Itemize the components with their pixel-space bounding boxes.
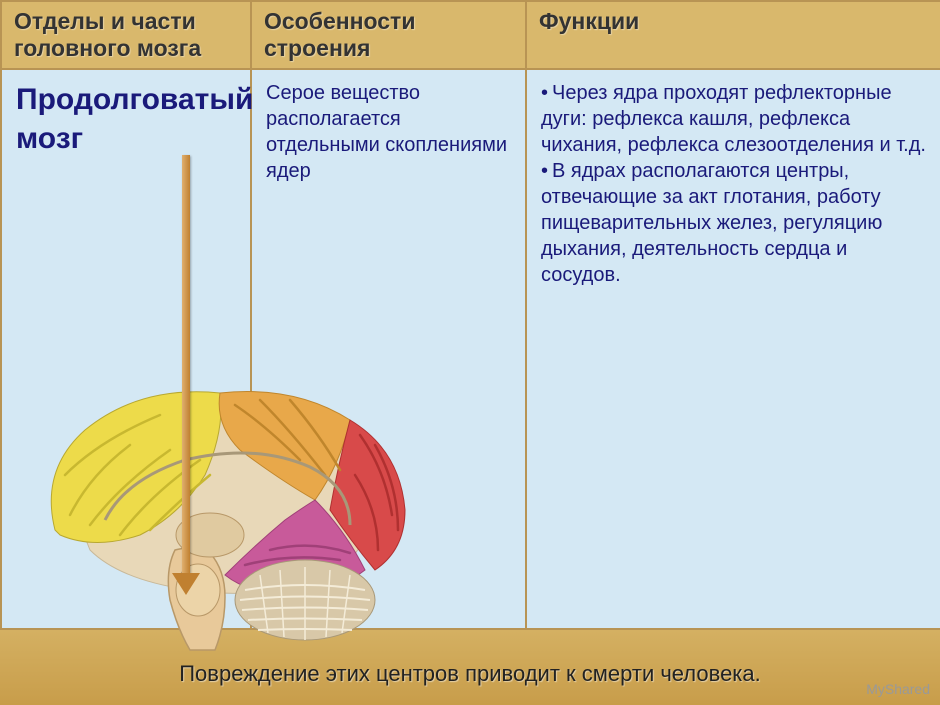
header-functions: Функции: [526, 1, 940, 69]
pointer-arrow-icon: [178, 155, 194, 595]
h1l1: Отделы и части: [14, 8, 196, 34]
watermark: MyShared: [866, 681, 930, 697]
cell-functions: Через ядра проходят рефлекторные дуги: р…: [526, 69, 940, 629]
header-sections: Отделы и части головного мозга: [1, 1, 251, 69]
structure-text: Серое вещество располагается отдельными …: [266, 82, 507, 182]
brain-diagram: [10, 375, 430, 655]
h1l2: головного мозга: [14, 35, 201, 61]
func-item-2: В ядрах располагаются центры, отвечающие…: [541, 158, 926, 288]
header-row: Отделы и части головного мозга Особеннос…: [1, 1, 940, 69]
footer-text: Повреждение этих центров приводит к смер…: [0, 661, 940, 687]
h2l2: строения: [264, 35, 370, 61]
h2l1: Особенности: [264, 8, 415, 34]
func-list: Через ядра проходят рефлекторные дуги: р…: [541, 80, 926, 288]
header-structure: Особенности строения: [251, 1, 526, 69]
h3: Функции: [539, 8, 639, 34]
brain-icon: [10, 375, 430, 655]
name-l2: мозг: [16, 122, 83, 155]
name-l1: Продолговатый: [16, 83, 253, 116]
func-item-1: Через ядра проходят рефлекторные дуги: р…: [541, 80, 926, 158]
